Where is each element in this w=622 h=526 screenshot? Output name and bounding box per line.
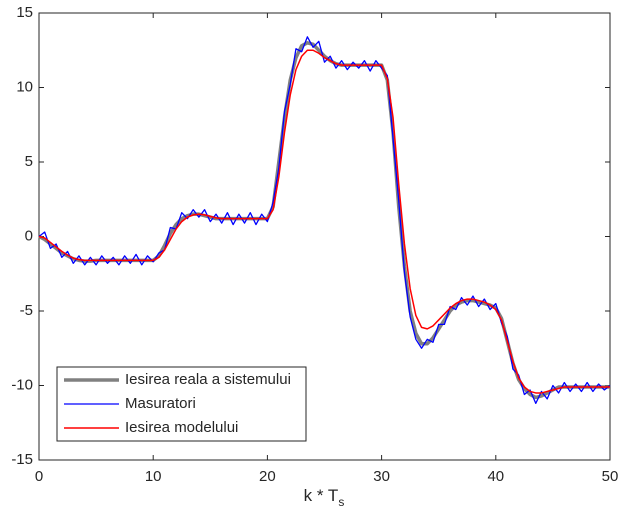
y-tick-label: -10: [11, 376, 33, 393]
x-axis-label: k * Ts: [304, 486, 345, 509]
x-tick-label: 40: [487, 468, 504, 485]
legend-label: Iesirea modelului: [125, 419, 238, 436]
x-tick-label: 10: [145, 468, 162, 485]
x-label-main: k * T: [304, 486, 339, 505]
y-tick-label: -5: [20, 302, 33, 319]
legend-label: Iesirea reala a sistemului: [125, 371, 291, 388]
y-tick-label: 15: [16, 4, 33, 21]
x-tick-label: 0: [35, 468, 43, 485]
series-line: [38, 49, 610, 394]
y-tick-label: 10: [16, 78, 33, 95]
y-tick-label: 5: [25, 153, 33, 170]
y-tick-label: 0: [25, 227, 33, 244]
x-tick-label: 20: [259, 468, 276, 485]
x-label-subscript: s: [338, 495, 344, 509]
legend-label: Masuratori: [125, 395, 196, 412]
y-tick-label: -15: [11, 451, 33, 468]
series-line: [38, 36, 611, 405]
x-tick-label: 50: [602, 468, 619, 485]
x-tick-label: 30: [373, 468, 390, 485]
